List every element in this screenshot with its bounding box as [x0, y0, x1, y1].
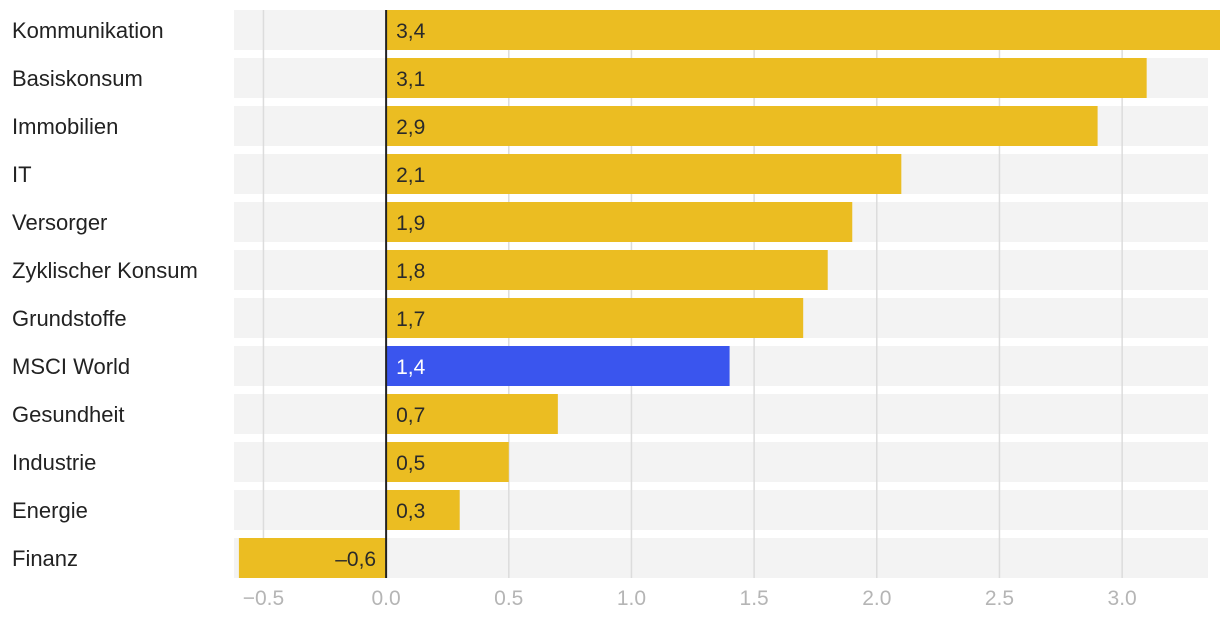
bar-versorger [386, 202, 853, 242]
bar-kommunikation [386, 10, 1220, 50]
row-band-energie [234, 490, 1208, 530]
bar-grundstoffe [386, 298, 804, 338]
value-label-basiskonsum: 3,1 [396, 68, 425, 91]
value-labels: 3,4 3,1 2,9 2,1 1,9 1,8 1,7 1,4 0,7 0,5 0,3 –0,6 [335, 20, 425, 571]
x-tick-label-3: 1.0 [617, 587, 646, 610]
bar-zyklischer-konsum [386, 250, 828, 290]
category-label-gesundheit: Gesundheit [12, 402, 125, 427]
value-label-it: 2,1 [396, 164, 425, 187]
value-label-finanz: –0,6 [335, 548, 376, 571]
value-label-energie: 0,3 [396, 500, 425, 523]
bar-msci-world [386, 346, 730, 386]
x-tick-label-1: 0.0 [372, 587, 401, 610]
value-label-zyklischer-konsum: 1,8 [396, 260, 425, 283]
value-label-gesundheit: 0,7 [396, 404, 425, 427]
value-label-kommunikation: 3,4 [396, 20, 426, 43]
category-label-it: IT [12, 162, 32, 187]
row-band-gesundheit [234, 394, 1208, 434]
category-label-kommunikation: Kommunikation [12, 18, 164, 43]
bar-basiskonsum [386, 58, 1147, 98]
category-label-zyklischer-konsum: Zyklischer Konsum [12, 258, 198, 283]
row-band-industrie [234, 442, 1208, 482]
x-tick-label-4: 1.5 [740, 587, 769, 610]
bar-finanz [238, 538, 387, 578]
value-label-versorger: 1,9 [396, 212, 425, 235]
bar-industrie [386, 442, 509, 482]
x-tick-label-6: 2.5 [985, 587, 1014, 610]
x-tick-label-0: −0.5 [243, 587, 284, 610]
category-label-msci-world: MSCI World [12, 354, 130, 379]
category-label-energie: Energie [12, 498, 88, 523]
bar-it [386, 154, 902, 194]
category-label-versorger: Versorger [12, 210, 107, 235]
value-label-msci-world: 1,4 [396, 356, 426, 379]
bar-energie [386, 490, 460, 530]
x-axis-ticks: −0.5 0.0 0.5 1.0 1.5 2.0 2.5 3.0 [243, 587, 1137, 610]
gridlines [262, 10, 1123, 578]
value-label-industrie: 0,5 [396, 452, 425, 475]
bar-gesundheit [386, 394, 558, 434]
category-label-finanz: Finanz [12, 546, 78, 571]
x-tick-label-2: 0.5 [494, 587, 523, 610]
bar-immobilien [386, 106, 1098, 146]
category-label-basiskonsum: Basiskonsum [12, 66, 143, 91]
x-tick-label-5: 2.0 [862, 587, 891, 610]
category-label-industrie: Industrie [12, 450, 96, 475]
category-label-immobilien: Immobilien [12, 114, 118, 139]
bars [238, 10, 1220, 578]
category-label-grundstoffe: Grundstoffe [12, 306, 127, 331]
value-label-immobilien: 2,9 [396, 116, 425, 139]
value-label-grundstoffe: 1,7 [396, 308, 425, 331]
category-labels: Kommunikation Basiskonsum Immobilien IT Vers… [12, 18, 198, 571]
row-band-finanz [234, 538, 1208, 578]
x-tick-label-7: 3.0 [1108, 587, 1137, 610]
